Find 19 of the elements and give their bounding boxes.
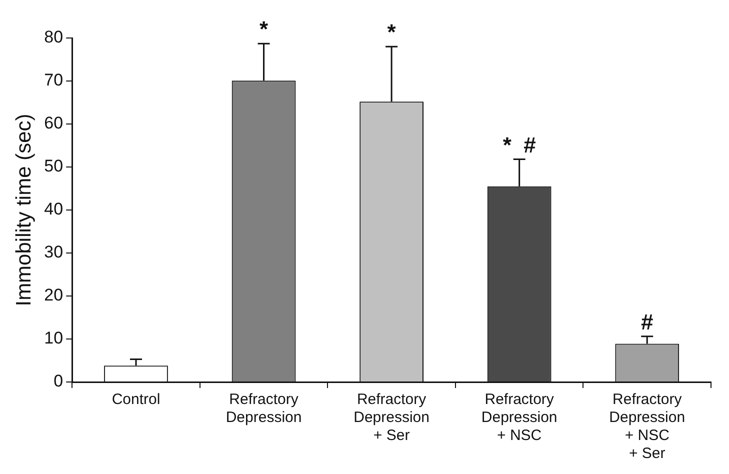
annotation: # [640,309,654,334]
y-tick-label: 80 [44,28,64,47]
x-tick-label: Refractory Depression + NSC [481,391,558,444]
x-tick-label: Refractory Depression + Ser [354,391,430,444]
x-tick-label: Refractory Depression [226,391,302,426]
y-tick-label: 20 [44,286,64,305]
y-tick-label: 50 [44,156,64,176]
y-tick-label: 0 [54,372,64,391]
annotation: * [387,20,396,45]
annotation: * [259,16,268,42]
y-tick-label: 40 [44,200,64,219]
y-tick-label: 30 [44,242,64,262]
y-tick-label: 60 [44,114,64,133]
y-tick-label: 70 [44,70,64,90]
x-tick-label: Control [112,391,160,408]
y-tick-label: 10 [44,328,64,348]
annotation: * # [502,132,536,158]
y-axis-title: Immobility time (sec) [12,114,36,306]
x-tick-label: Refractory Depression + NSC + Ser [609,391,686,462]
